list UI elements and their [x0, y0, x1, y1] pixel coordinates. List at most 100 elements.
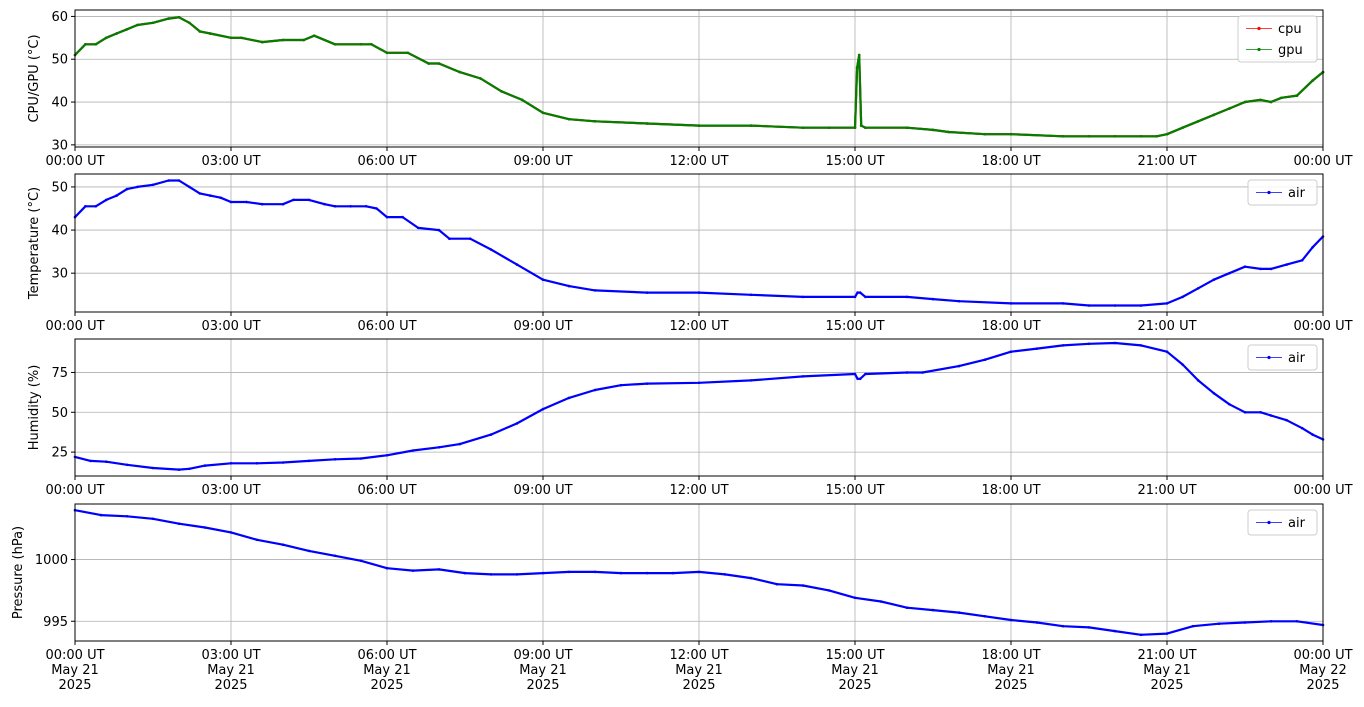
- data-point-gpu: [801, 126, 805, 129]
- data-point-air: [864, 295, 867, 299]
- data-point-air: [203, 464, 207, 467]
- legend-marker-air: [1267, 355, 1271, 360]
- x-tick-label: 00:00 UT: [45, 319, 104, 334]
- data-point-air: [1311, 433, 1314, 436]
- data-point-air: [1035, 347, 1039, 350]
- data-point-air: [1243, 265, 1247, 269]
- data-point-air: [645, 382, 649, 385]
- data-point-air: [1087, 626, 1091, 629]
- data-point-gpu: [198, 30, 202, 33]
- data-point-air: [541, 571, 545, 575]
- data-point-air: [931, 297, 935, 301]
- data-point-air: [323, 202, 326, 206]
- data-point-gpu: [645, 122, 649, 125]
- x-tick-label: 06:00 UT: [357, 154, 416, 169]
- data-point-air: [219, 196, 222, 199]
- legend-marker-cpu: [1257, 26, 1261, 31]
- x-tick-label: 00:00 UT: [45, 154, 104, 169]
- data-point-gpu: [302, 38, 306, 42]
- data-point-air: [437, 228, 441, 232]
- data-point-air: [255, 538, 259, 542]
- data-point-air: [489, 433, 493, 436]
- x-tick-label: 09:00 UT: [513, 154, 572, 169]
- data-point-air: [177, 522, 181, 525]
- data-point-air: [1061, 624, 1065, 628]
- y-tick-label: 50: [51, 406, 68, 421]
- data-point-air: [1300, 426, 1304, 430]
- data-point-air: [333, 554, 337, 558]
- legend-label-air: air: [1288, 351, 1306, 366]
- data-point-air: [292, 198, 295, 202]
- data-point-air: [359, 559, 363, 563]
- data-point-air: [593, 570, 597, 574]
- y-tick-label: 40: [51, 96, 68, 111]
- data-point-air: [260, 202, 264, 206]
- data-point-gpu: [84, 43, 87, 46]
- data-point-air: [858, 377, 862, 381]
- data-point-air: [1165, 302, 1169, 305]
- x-tick-label: 00:00 UT: [1293, 483, 1352, 498]
- data-point-air: [151, 517, 155, 521]
- data-point-gpu: [593, 120, 597, 123]
- data-point-gpu: [567, 117, 571, 121]
- data-point-air: [1285, 418, 1288, 422]
- data-point-air: [333, 458, 337, 461]
- data-point-gpu: [125, 28, 129, 31]
- data-point-air: [167, 179, 170, 182]
- data-point-gpu: [1009, 132, 1013, 136]
- data-point-air: [255, 462, 259, 465]
- data-point-gpu: [312, 34, 316, 37]
- data-point-gpu: [281, 38, 285, 42]
- data-point-gpu: [1061, 135, 1065, 138]
- data-point-air: [359, 457, 363, 460]
- x-tick-label: 18:00 UT: [981, 483, 1040, 498]
- data-point-air: [864, 372, 867, 376]
- data-point-air: [921, 371, 924, 374]
- data-point-gpu: [260, 40, 264, 44]
- data-point-air: [1113, 341, 1117, 345]
- data-point-air: [957, 611, 961, 614]
- data-point-gpu: [1087, 135, 1091, 138]
- x-tick-label: 21:00 UT: [1137, 319, 1196, 334]
- x-tick-label: 18:00 UT: [981, 319, 1040, 334]
- x-tick-label: 06:00 UT May 21 2025: [357, 648, 416, 693]
- series-line-air: [74, 341, 1324, 471]
- data-point-gpu: [859, 124, 863, 127]
- x-tick-label: 21:00 UT: [1137, 483, 1196, 498]
- data-point-gpu: [240, 36, 243, 40]
- data-point-air: [931, 608, 935, 612]
- data-point-air: [957, 364, 961, 368]
- data-point-air: [645, 571, 649, 575]
- data-point-air: [281, 543, 285, 546]
- data-point-air: [567, 570, 571, 574]
- data-point-gpu: [177, 15, 181, 19]
- legend-label-gpu: gpu: [1278, 43, 1303, 58]
- data-point-air: [1300, 259, 1304, 262]
- data-point-air: [697, 570, 701, 574]
- x-tick-label: 09:00 UT May 21 2025: [513, 648, 572, 693]
- data-point-air: [515, 573, 519, 576]
- data-point-air: [208, 194, 212, 197]
- x-tick-label: 00:00 UT May 22 2025: [1293, 648, 1352, 693]
- x-tick-label: 06:00 UT: [357, 483, 416, 498]
- data-point-air: [853, 295, 857, 299]
- legend: air: [1247, 509, 1318, 536]
- data-point-air: [463, 571, 467, 575]
- data-point-gpu: [864, 126, 867, 129]
- data-point-air: [801, 375, 805, 378]
- y-axis-label: Temperature (°C): [27, 187, 42, 300]
- data-point-gpu: [541, 111, 545, 115]
- data-point-air: [1181, 363, 1184, 366]
- data-point-air: [94, 205, 98, 208]
- x-tick-label: 00:00 UT: [1293, 319, 1352, 334]
- data-point-air: [593, 289, 597, 292]
- x-tick-label: 18:00 UT May 21 2025: [981, 648, 1040, 693]
- data-point-gpu: [94, 43, 98, 46]
- data-point-gpu: [520, 98, 524, 102]
- legend-box: [1247, 179, 1318, 206]
- data-point-air: [1035, 621, 1039, 624]
- data-point-air: [1228, 271, 1231, 275]
- data-point-air: [1269, 414, 1273, 417]
- x-tick-label: 03:00 UT: [201, 154, 260, 169]
- data-point-air: [1196, 379, 1200, 382]
